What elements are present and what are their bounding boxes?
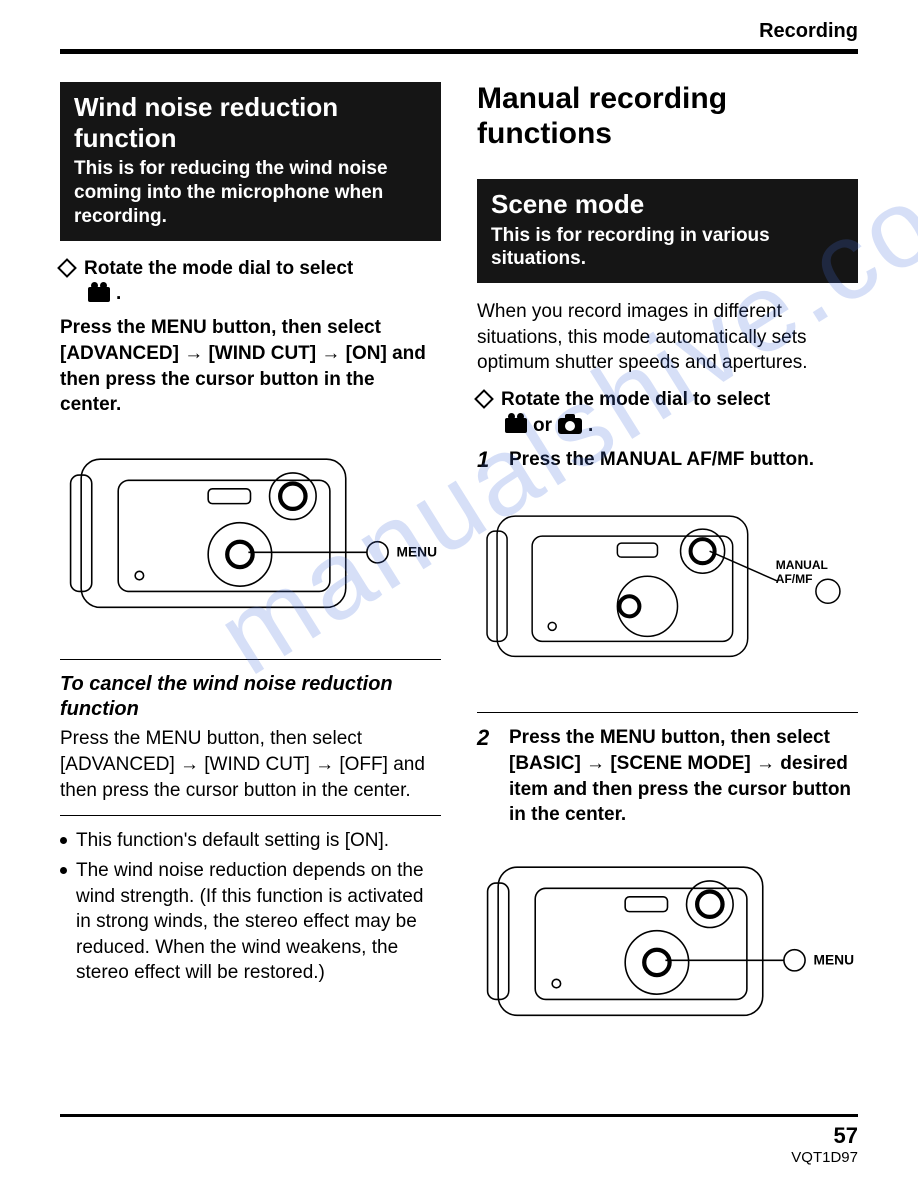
divider — [60, 815, 441, 816]
rotate-instruction: Rotate the mode dial to select — [60, 257, 441, 282]
diagram-label-l2: AF/MF — [776, 572, 813, 586]
list-item: This function's default setting is [ON]. — [60, 828, 441, 854]
camera-diagram-menu: MENU — [60, 438, 441, 629]
period: . — [588, 415, 593, 437]
box-subtitle: This is for reducing the wind noise comi… — [74, 157, 427, 228]
scene-mode-box: Scene mode This is for recording in vari… — [477, 179, 858, 283]
list-item: The wind noise reduction depends on the … — [60, 858, 441, 986]
right-column: Manual recording functions Scene mode Th… — [477, 82, 858, 1061]
step-1: 1 Press the MANUAL AF/MF button. — [477, 447, 858, 473]
video-mode-icon — [505, 418, 527, 433]
rotate-text: Rotate the mode dial to select — [501, 388, 770, 413]
rotate-text: Rotate the mode dial to select — [84, 257, 353, 282]
diamond-icon — [474, 389, 494, 409]
diagram-label-l1: MANUAL — [776, 558, 828, 572]
page-number: 57 — [60, 1123, 858, 1149]
cancel-title: To cancel the wind noise reduction funct… — [60, 672, 441, 722]
camera-diagram-menu-2: MENU — [477, 846, 858, 1037]
left-column: Wind noise reduction function This is fo… — [60, 82, 441, 1061]
top-rule — [60, 49, 858, 54]
wind-noise-box: Wind noise reduction function This is fo… — [60, 82, 441, 241]
document-code: VQT1D97 — [60, 1149, 858, 1166]
diagram-label: MENU — [814, 952, 855, 967]
video-mode-icon — [88, 287, 110, 302]
footer-rule — [60, 1114, 858, 1117]
box-subtitle: This is for recording in various situati… — [491, 224, 844, 272]
step-number: 2 — [477, 725, 497, 828]
mode-icon-row: . — [88, 283, 441, 305]
divider — [477, 712, 858, 713]
notes-list: This function's default setting is [ON].… — [60, 828, 441, 986]
step-number: 1 — [477, 447, 497, 473]
step-text: Press the MENU button, then select [BASI… — [509, 725, 858, 828]
step-text: Press the MANUAL AF/MF button. — [509, 447, 858, 473]
intro-text: When you record images in different situ… — [477, 299, 858, 376]
or-word: or — [533, 415, 552, 437]
step-2: 2 Press the MENU button, then select [BA… — [477, 725, 858, 828]
diamond-icon — [57, 258, 77, 278]
menu-instruction: Press the MENU button, then select [ADVA… — [60, 315, 441, 418]
rotate-instruction: Rotate the mode dial to select — [477, 388, 858, 413]
box-title: Scene mode — [491, 189, 844, 220]
section-label: Recording — [60, 20, 858, 43]
diagram-label: MENU — [397, 544, 438, 559]
divider — [60, 659, 441, 660]
period: . — [116, 283, 121, 305]
camera-diagram-manual: MANUAL AF/MF — [477, 491, 858, 682]
box-title: Wind noise reduction function — [74, 92, 427, 153]
mode-icon-row: or . — [505, 415, 858, 437]
photo-mode-icon — [558, 418, 582, 434]
footer: 57 VQT1D97 — [60, 1114, 858, 1166]
cancel-body: Press the MENU button, then select [ADVA… — [60, 726, 441, 803]
main-heading: Manual recording functions — [477, 82, 858, 151]
